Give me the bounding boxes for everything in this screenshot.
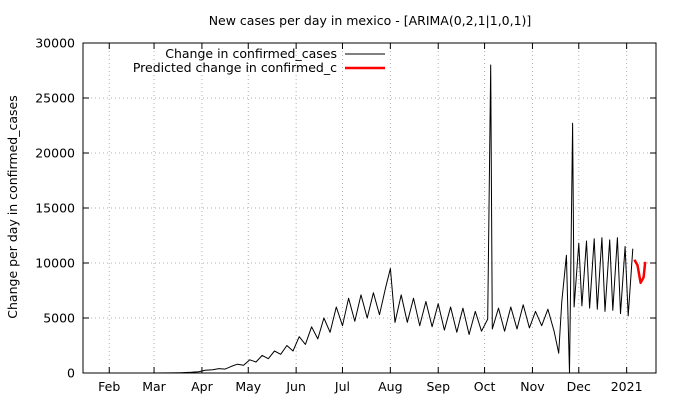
y-tick-label: 0	[67, 366, 75, 381]
axes: 0 5000 10000 15000 20000 25000 30000 Feb Mar Apr M…	[35, 36, 657, 394]
y-axis-label: Change per day in confirmed_cases	[5, 95, 20, 318]
x-tick-label: Sep	[426, 379, 450, 394]
plot-border	[82, 42, 657, 374]
x-tick-label: Aug	[378, 379, 402, 394]
x-tick-label: Jul	[334, 379, 350, 394]
x-tick-label: Jun	[285, 379, 306, 394]
y-tick-label: 5000	[43, 311, 75, 326]
y-tick-label: 15000	[35, 201, 75, 216]
series-line-1	[633, 259, 647, 285]
chart-title: New cases per day in mexico - [ARIMA(0,2…	[209, 13, 532, 28]
series-layer	[150, 64, 647, 374]
x-tick-label: Dec	[567, 379, 591, 394]
x-tick-label: Oct	[474, 379, 496, 394]
y-tick-label: 25000	[35, 91, 75, 106]
legend-label-0: Change in confirmed_cases	[165, 46, 337, 61]
legend-label-1: Predicted change in confirmed_c	[133, 60, 337, 75]
x-tick-label: Apr	[191, 379, 213, 394]
x-tick-label: Feb	[98, 379, 120, 394]
y-tick-label: 30000	[35, 36, 75, 51]
x-tick-label: Mar	[142, 379, 166, 394]
y-tick-label: 10000	[35, 256, 75, 271]
x-tick-label: 2021	[611, 379, 643, 394]
y-tick-label: 20000	[35, 146, 75, 161]
series-line-0	[150, 64, 634, 374]
x-tick-label: Nov	[520, 379, 545, 394]
x-tick-label: May	[235, 379, 261, 394]
